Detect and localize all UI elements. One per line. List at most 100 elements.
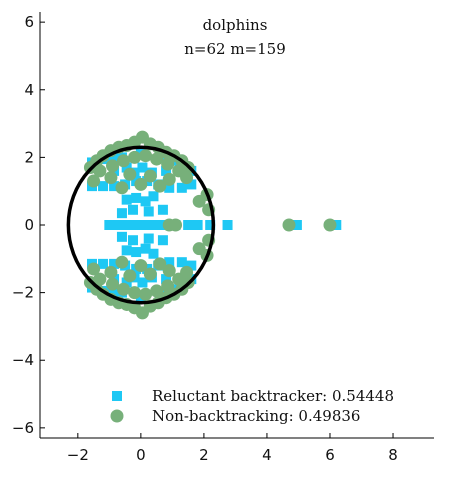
reluctant-backtracker-point [157,204,168,215]
non-backtracking-point [192,194,206,208]
non-backtracking-point [153,257,167,271]
reluctant-backtracker-point [140,243,151,254]
non-backtracking-point [162,264,176,278]
non-backtracking-point [169,218,183,232]
reluctant-backtracker-point [98,181,109,192]
legend-label-reluctant: Reluctant backtracker: 0.54448 [152,387,394,405]
x-tick-label: 8 [388,446,398,464]
reluctant-backtracker-point [127,204,138,215]
reluctant-backtracker-point [121,162,132,173]
non-backtracking-point [162,172,176,186]
reluctant-backtracker-point [127,235,138,246]
non-backtracking-point [115,255,129,269]
reluctant-backtracker-point [143,233,154,244]
reluctant-backtracker-point [142,220,153,230]
reluctant-backtracker-point [104,220,115,230]
y-tick-label: 0 [24,216,34,234]
reluctant-backtracker-point [121,245,132,256]
x-tick-label: −2 [67,446,89,464]
chart-subtitle: n=62 m=159 [184,40,286,58]
non-backtracking-point [134,177,148,191]
non-backtracking-point [282,218,296,232]
non-backtracking-point [93,164,107,178]
y-tick-label: −6 [12,419,34,437]
non-backtracking-point [87,174,101,188]
reluctant-backtracker-point [109,181,120,192]
legend-label-nonbacktracking: Non-backtracking: 0.49836 [152,407,360,425]
reluctant-backtracker-point [291,220,302,230]
reluctant-backtracker-point [192,220,203,230]
non-backtracking-point [161,157,175,171]
non-backtracking-point [87,262,101,276]
non-backtracking-point [180,265,194,279]
non-backtracking-point [117,282,131,296]
x-tick-label: 6 [325,446,335,464]
reluctant-backtracker-point [205,220,216,230]
non-backtracking-point [143,267,157,281]
reluctant-backtracker-point [116,208,127,219]
y-tick-label: 2 [24,148,34,166]
non-backtracking-point [134,259,148,273]
reluctant-backtracker-point [98,258,109,269]
y-tick-label: −4 [12,351,34,369]
y-tick-label: −2 [12,284,34,302]
reluctant-backtracker-point [148,191,159,202]
non-backtracking-point [105,277,119,291]
reluctant-backtracker-point [186,179,197,190]
non-backtracking-point [139,287,153,301]
y-tick-label: 4 [24,81,34,99]
legend-square-marker [112,391,122,401]
non-backtracking-point [115,181,129,195]
non-backtracking-point [123,167,137,181]
non-backtracking-point [123,269,137,283]
reluctant-backtracker-point [148,248,159,259]
non-backtracking-point [128,286,142,300]
non-backtracking-point [93,272,107,286]
non-backtracking-point [128,150,142,164]
non-backtracking-point [117,154,131,168]
non-backtracking-point [104,171,118,185]
reluctant-backtracker-point [183,220,194,230]
reluctant-backtracker-point [161,274,172,285]
reluctant-backtracker-point [164,182,175,193]
reluctant-backtracker-point [116,231,127,242]
non-backtracking-point [150,152,164,166]
non-backtracking-point [323,218,337,232]
reluctant-backtracker-point [131,247,142,258]
reference-circle [66,145,216,305]
x-tick-label: 0 [136,446,146,464]
plot-area: −2 0 2 4 6 8 −6 −4 −2 0 2 4 6 Reluctant backtracker: … [12,12,434,464]
reluctant-backtracker-point [107,287,118,298]
reluctant-backtracker-point [176,182,187,193]
reluctant-backtracker-point [132,220,143,230]
reluctant-backtracker-point [113,220,124,230]
non-backtracking-point [153,179,167,193]
reluctant-backtracker-point [121,194,132,205]
reluctant-backtracker-point [157,235,168,246]
reluctant-backtracker-point [137,162,148,173]
reluctant-backtracker-point [109,258,120,269]
reluctant-backtracker-point [137,277,148,288]
reluctant-backtracker-point [107,152,118,163]
non-backtracking-point [105,159,119,173]
reluctant-backtracker-point [131,192,142,203]
reluctant-backtracker-point [176,257,187,268]
legend-circle-marker [110,409,124,423]
reluctant-backtracker-point [161,165,172,176]
non-backtracking-point [161,279,175,293]
reluctant-backtracker-point [140,196,151,207]
reluctant-backtracker-point [121,277,132,288]
reluctant-backtracker-point [143,206,154,217]
reluctant-backtracker-point [151,220,162,230]
reluctant-backtracker-point [186,260,197,271]
x-tick-label: 4 [262,446,272,464]
non-backtracking-point [143,169,157,183]
non-backtracking-point [104,265,118,279]
non-backtracking-point [139,149,153,163]
chart-title: dolphins [203,16,268,34]
reluctant-backtracker-point [164,257,175,268]
reluctant-backtracker-point [222,220,233,230]
non-backtracking-point [192,242,206,256]
